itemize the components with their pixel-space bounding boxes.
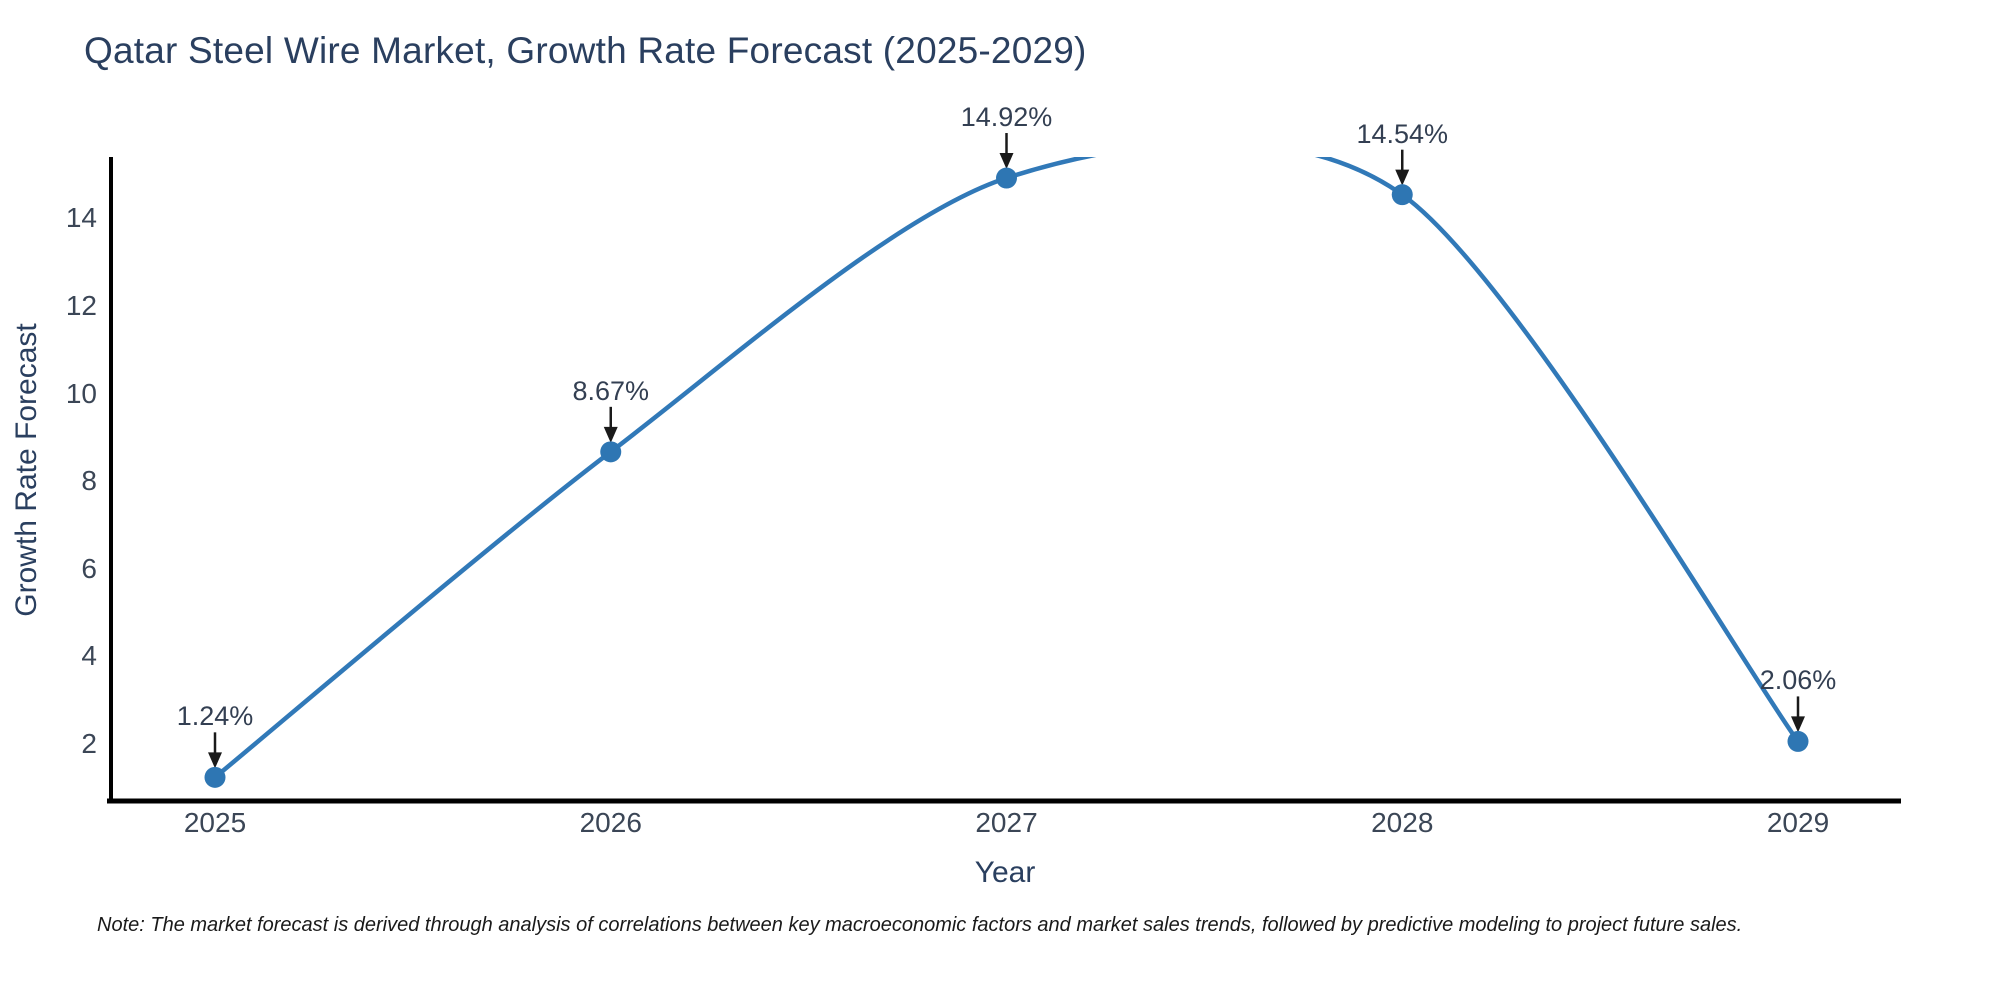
x-tick-label: 2029: [1766, 807, 1830, 838]
y-tick-label: 2: [81, 728, 97, 760]
data-point-marker[interactable]: [996, 167, 1017, 189]
point-value-label: 1.24%: [176, 701, 254, 732]
x-tick-label: 2025: [183, 807, 247, 838]
point-value-label: 14.92%: [960, 102, 1053, 133]
annotation-arrow-head: [999, 153, 1014, 170]
point-value-label: 14.54%: [1356, 118, 1449, 149]
annotation-arrow-head: [1791, 716, 1805, 733]
y-tick-label: 6: [81, 552, 97, 584]
point-value-label: 8.67%: [572, 375, 650, 406]
x-axis-title: Year: [974, 856, 1036, 889]
data-point-marker[interactable]: [1391, 184, 1413, 206]
annotation-arrow-head: [603, 426, 618, 443]
forecast-line: [213, 157, 1800, 780]
footnote: Note: The market forecast is derived thr…: [97, 914, 1743, 936]
chart-title: Qatar Steel Wire Market, Growth Rate For…: [84, 30, 1087, 71]
annotation-arrow-head: [208, 752, 222, 769]
y-axis-title: Growth Rate Forecast: [10, 323, 43, 617]
x-tick-label: 2026: [579, 807, 642, 838]
y-tick-label: 10: [65, 377, 97, 409]
x-tick-label: 2028: [1371, 807, 1434, 838]
data-point-marker[interactable]: [600, 441, 622, 463]
data-point-marker[interactable]: [204, 766, 226, 788]
x-tick-label: 2027: [975, 807, 1038, 838]
y-tick-label: 14: [65, 202, 97, 234]
y-tick-label: 12: [65, 289, 97, 321]
data-point-marker[interactable]: [1787, 730, 1809, 752]
point-value-label: 2.06%: [1759, 665, 1837, 696]
annotation-arrow-head: [1395, 169, 1410, 186]
y-tick-label: 8: [81, 465, 97, 497]
y-tick-label: 4: [81, 640, 97, 672]
